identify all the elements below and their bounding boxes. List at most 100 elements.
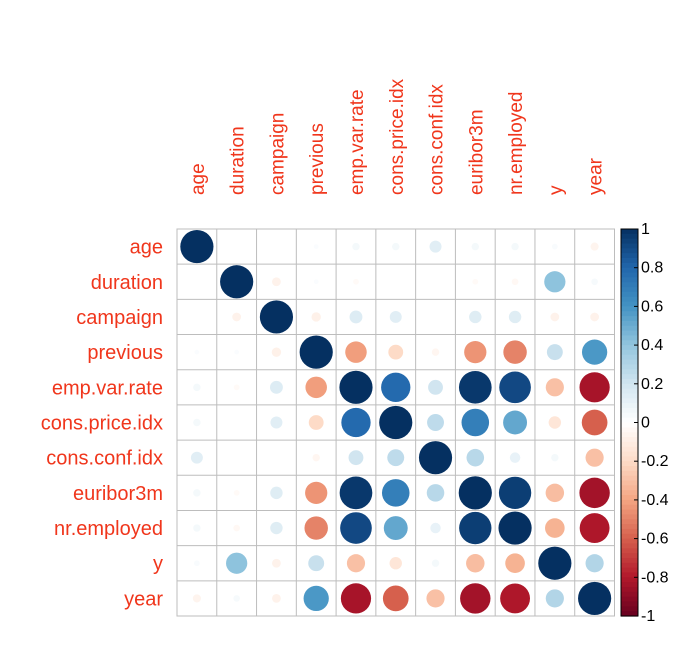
colorbar-segment: [621, 359, 638, 366]
corr-cell-age-cons.conf.idx: [429, 240, 442, 253]
corr-cell-euribor3m-cons.conf.idx: [426, 484, 445, 502]
corr-cell-euribor3m-y: [545, 483, 565, 503]
colorbar-segment: [621, 277, 638, 283]
colorbar-tick-label: 0.4: [641, 337, 663, 354]
corr-cell-cons.conf.idx-cons.price.idx: [387, 449, 405, 467]
corr-cell-year-nr.employed: [500, 583, 530, 614]
corr-cell-age-emp.var.rate: [352, 242, 360, 251]
correlation-circles: [180, 230, 612, 616]
corr-cell-cons.conf.idx-year: [585, 448, 604, 467]
corr-cell-cons.conf.idx-previous: [312, 453, 320, 462]
column-label-year: year: [586, 157, 607, 195]
corr-cell-y-nr.employed: [505, 553, 525, 574]
colorbar-segment: [621, 490, 638, 496]
colorbar-segment: [621, 262, 638, 269]
corr-cell-cons.price.idx-nr.employed: [503, 410, 528, 435]
colorbar-segment: [621, 253, 638, 259]
corr-cell-year-euribor3m: [460, 583, 491, 614]
colorbar-segment: [621, 422, 638, 428]
corr-cell-nr.employed-cons.conf.idx: [430, 522, 441, 534]
corr-cell-euribor3m-euribor3m: [458, 476, 492, 510]
corr-cell-campaign-year: [590, 312, 600, 322]
colorbar-segment: [621, 553, 638, 559]
corr-cell-year-y: [545, 589, 564, 608]
colorbar-segment: [621, 567, 638, 574]
colorbar-segment: [621, 272, 638, 278]
corr-cell-campaign-nr.employed: [508, 310, 522, 324]
corr-cell-previous-duration: [234, 349, 240, 355]
colorbar-segment: [621, 514, 638, 520]
colorbar-tick-label: 0: [641, 415, 650, 432]
corr-cell-year-cons.conf.idx: [426, 589, 445, 608]
corr-cell-previous-cons.conf.idx: [431, 348, 440, 356]
colorbar-segment: [621, 543, 638, 549]
colorbar-segment: [621, 403, 638, 409]
colorbar-segment: [621, 572, 638, 578]
corr-cell-year-campaign: [272, 594, 281, 603]
row-label-y: y: [153, 553, 163, 575]
corr-cell-nr.employed-emp.var.rate: [340, 512, 372, 544]
corr-cell-previous-nr.employed: [503, 340, 527, 364]
colorbar-segment: [621, 311, 638, 317]
corr-cell-nr.employed-y: [545, 518, 565, 538]
column-label-duration: duration: [228, 126, 249, 195]
corr-cell-cons.price.idx-year: [581, 409, 608, 436]
colorbar-segment: [621, 229, 638, 235]
colorbar-tick-label: 1: [641, 221, 650, 238]
corr-cell-y-duration: [226, 552, 248, 574]
column-label-euribor3m: euribor3m: [466, 109, 487, 195]
colorbar-segment: [621, 383, 638, 390]
colorbar-segment: [621, 456, 638, 462]
corr-cell-previous-y: [546, 344, 563, 361]
corr-cell-euribor3m-campaign: [270, 486, 283, 500]
corr-cell-cons.price.idx-cons.conf.idx: [427, 414, 444, 431]
matrix-frame: [176, 228, 615, 617]
colorbar-segment: [621, 306, 638, 312]
corr-cell-euribor3m-duration: [233, 489, 240, 496]
corr-cell-year-emp.var.rate: [340, 583, 372, 614]
corr-cell-y-year: [585, 554, 604, 573]
colorbar-segment: [621, 393, 638, 399]
colorbar-segment: [621, 548, 638, 554]
row-label-campaign: campaign: [76, 307, 163, 329]
colorbar-segment: [621, 466, 638, 472]
row-label-nr.employed: nr.employed: [54, 518, 163, 540]
corr-cell-cons.price.idx-cons.price.idx: [379, 405, 413, 440]
colorbar-segment: [621, 388, 638, 395]
colorbar-segment: [621, 557, 638, 564]
corr-cell-euribor3m-nr.employed: [498, 476, 532, 510]
corr-cell-cons.conf.idx-cons.conf.idx: [418, 441, 453, 475]
corr-cell-cons.conf.idx-nr.employed: [509, 452, 521, 463]
colorbar-segment: [621, 267, 638, 274]
corr-cell-previous-year: [581, 339, 608, 365]
corr-cell-euribor3m-emp.var.rate: [339, 476, 373, 510]
colorbar-segment: [621, 407, 638, 414]
colorbar-segment: [621, 369, 638, 375]
corr-cell-nr.employed-duration: [233, 524, 240, 532]
colorbar-segment: [621, 291, 638, 298]
colorbar-segment: [621, 248, 638, 254]
colorbar-segment: [621, 349, 638, 356]
corr-cell-campaign-y: [550, 312, 560, 322]
corr-cell-emp.var.rate-duration: [233, 384, 240, 391]
colorbar-segment: [621, 432, 638, 438]
corr-cell-nr.employed-nr.employed: [498, 511, 532, 545]
colorbar-segment: [621, 354, 638, 361]
colorbar-tick-label: -0.4: [641, 492, 669, 509]
corr-cell-previous-euribor3m: [464, 341, 487, 364]
corr-cell-emp.var.rate-nr.employed: [499, 371, 531, 404]
corr-cell-y-emp.var.rate: [346, 554, 366, 573]
corr-cell-emp.var.rate-year: [579, 372, 610, 403]
corr-cell-previous-age: [194, 349, 200, 355]
colorbar-segment: [621, 461, 638, 467]
corr-cell-campaign-cons.price.idx: [389, 310, 402, 323]
colorbar-segment: [621, 417, 638, 424]
column-label-y: y: [546, 185, 567, 195]
colorbar-segment: [621, 495, 638, 501]
colorbar-segment: [621, 437, 638, 443]
corr-cell-age-cons.price.idx: [392, 242, 400, 251]
column-label-cons.price.idx: cons.price.idx: [387, 78, 408, 195]
colorbar-tick-label: -0.8: [641, 569, 669, 586]
row-label-emp.var.rate: emp.var.rate: [52, 377, 163, 399]
